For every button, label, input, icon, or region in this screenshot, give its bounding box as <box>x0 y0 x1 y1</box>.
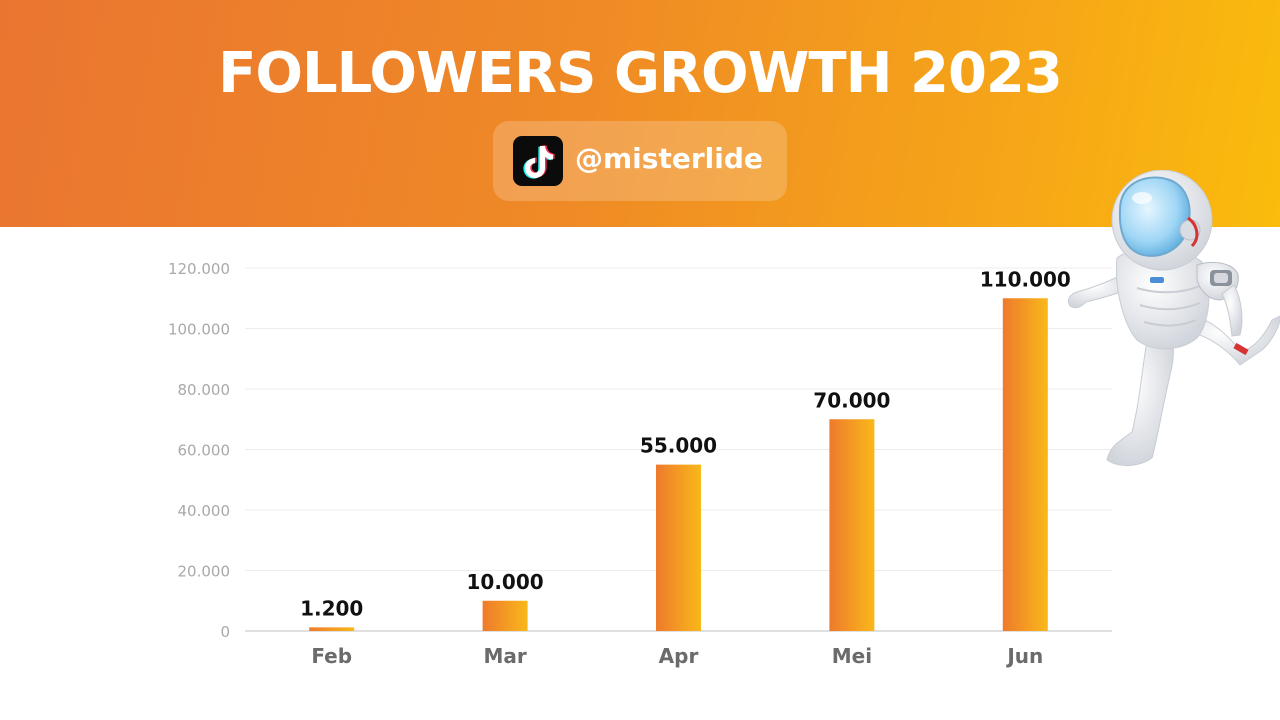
x-tick-label: Feb <box>311 644 352 668</box>
x-tick-label: Apr <box>659 644 699 668</box>
header-banner: FOLLOWERS GROWTH 2023 @misterlide <box>0 0 1280 227</box>
y-tick-label: 100.000 <box>168 321 230 339</box>
astronaut-illustration <box>1067 170 1280 467</box>
value-label: 55.000 <box>640 434 717 458</box>
account-handle-badge[interactable]: @misterlide <box>493 121 787 201</box>
y-tick-label: 60.000 <box>178 442 231 460</box>
value-label: 10.000 <box>467 570 544 594</box>
bar-mar <box>482 600 528 631</box>
bar-feb <box>309 627 355 631</box>
value-labels: 1.200 10.000 55.000 70.000 110.000 <box>300 267 1071 620</box>
account-handle: @misterlide <box>575 142 763 175</box>
y-tick-label: 120.000 <box>168 260 230 278</box>
y-tick-label: 20.000 <box>178 563 231 581</box>
value-label: 1.200 <box>300 596 363 620</box>
value-label: 70.000 <box>813 388 890 412</box>
bar-mei <box>829 419 875 631</box>
bar-apr <box>656 464 701 631</box>
y-tick-label: 80.000 <box>178 381 231 399</box>
x-tick-label: Mar <box>483 644 526 668</box>
y-tick-label: 0 <box>220 623 230 641</box>
bar-jun <box>1002 298 1048 631</box>
bars <box>309 298 1048 631</box>
y-axis-ticks: 0 20.000 40.000 60.000 80.000 100.000 120.000 <box>168 260 230 641</box>
x-axis-ticks: Feb Mar Apr Mei Jun <box>311 644 1043 668</box>
x-tick-label: Jun <box>1005 644 1043 668</box>
tiktok-icon <box>513 136 563 186</box>
x-tick-label: Mei <box>832 644 872 668</box>
y-tick-label: 40.000 <box>178 502 231 520</box>
page-title: FOLLOWERS GROWTH 2023 <box>218 41 1063 106</box>
value-label: 110.000 <box>980 267 1071 291</box>
followers-bar-chart: 020.00040.00060.00080.000100.000120.000 … <box>168 260 1112 668</box>
